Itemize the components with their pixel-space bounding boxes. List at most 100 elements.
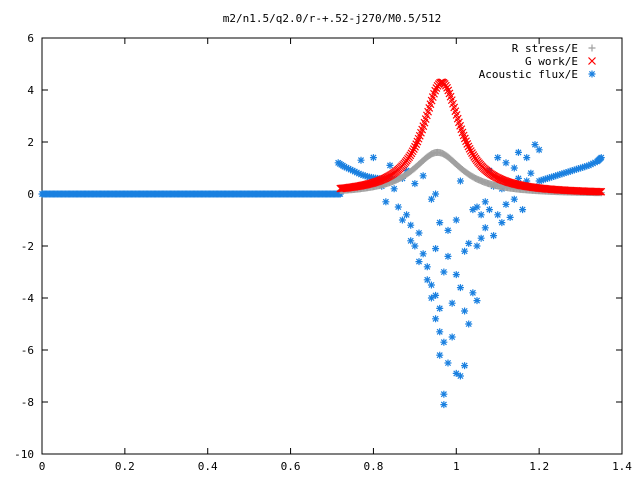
data-point bbox=[510, 164, 518, 172]
data-point bbox=[444, 226, 452, 234]
data-point bbox=[502, 159, 510, 167]
data-point bbox=[481, 198, 489, 206]
data-point bbox=[432, 315, 440, 323]
data-point bbox=[469, 289, 477, 297]
data-point bbox=[502, 200, 510, 208]
y-tick-label: 4 bbox=[27, 84, 34, 97]
data-point bbox=[585, 161, 593, 169]
data-point bbox=[343, 164, 350, 172]
y-tick-label: -8 bbox=[21, 396, 34, 409]
data-point bbox=[443, 83, 451, 92]
data-point bbox=[398, 216, 406, 224]
x-axis-ticks: 0 0.2 0.4 0.6 0.8 1 1.2 1.4 bbox=[39, 38, 632, 473]
data-point bbox=[523, 154, 531, 162]
data-point bbox=[436, 351, 444, 359]
plot-border bbox=[41, 37, 623, 455]
data-point bbox=[566, 167, 574, 175]
x-tick-label: 0.8 bbox=[363, 460, 383, 473]
data-point bbox=[440, 390, 448, 398]
data-point bbox=[432, 190, 440, 198]
data-point bbox=[591, 158, 599, 166]
data-point bbox=[510, 195, 518, 203]
data-point bbox=[351, 168, 359, 176]
data-point bbox=[411, 180, 419, 188]
data-point bbox=[481, 224, 489, 232]
data-point bbox=[587, 160, 595, 168]
legend-marker bbox=[588, 57, 596, 65]
data-point bbox=[494, 154, 502, 162]
data-point bbox=[527, 169, 535, 177]
data-point bbox=[469, 206, 477, 214]
data-point bbox=[461, 307, 469, 315]
data-point bbox=[577, 164, 585, 172]
data-point bbox=[403, 211, 411, 219]
data-point bbox=[386, 161, 394, 169]
data-point bbox=[407, 221, 415, 229]
data-point bbox=[583, 162, 591, 170]
data-point bbox=[436, 328, 444, 336]
data-point bbox=[353, 169, 361, 177]
data-point bbox=[596, 187, 605, 196]
data-point bbox=[548, 173, 556, 181]
data-point bbox=[432, 84, 441, 93]
data-point bbox=[347, 166, 355, 174]
legend-label: G work/E bbox=[525, 55, 578, 68]
y-tick-label: -2 bbox=[21, 240, 34, 253]
data-point bbox=[464, 142, 473, 151]
data-point bbox=[456, 177, 464, 185]
data-point bbox=[345, 165, 353, 173]
x-tick-label: 0.2 bbox=[115, 460, 135, 473]
data-point bbox=[361, 172, 369, 180]
data-point bbox=[390, 185, 398, 193]
data-point bbox=[593, 187, 602, 196]
data-point bbox=[541, 175, 549, 183]
data-point bbox=[465, 239, 473, 247]
data-point bbox=[514, 174, 522, 182]
data-point bbox=[477, 234, 485, 242]
data-point bbox=[448, 333, 456, 341]
chart-title: m2/n1.5/q2.0/r-+.52-j270/M0.5/512 bbox=[223, 12, 442, 25]
data-point bbox=[597, 154, 605, 162]
data-point bbox=[456, 284, 464, 292]
data-point bbox=[441, 81, 450, 90]
data-point bbox=[552, 172, 560, 180]
data-point bbox=[452, 216, 460, 224]
data-point bbox=[498, 219, 506, 227]
data-point bbox=[550, 172, 558, 180]
data-point bbox=[506, 213, 514, 221]
data-point bbox=[572, 165, 580, 173]
data-point bbox=[444, 252, 452, 260]
data-point bbox=[594, 187, 603, 196]
plot-area bbox=[38, 78, 606, 409]
data-point bbox=[589, 159, 597, 167]
y-tick-label: -4 bbox=[21, 292, 35, 305]
data-point bbox=[411, 242, 419, 250]
data-point bbox=[477, 211, 485, 219]
x-tick-label: 1.4 bbox=[612, 460, 632, 473]
data-point bbox=[579, 163, 587, 171]
data-point bbox=[415, 229, 423, 237]
data-point bbox=[403, 167, 411, 175]
data-point bbox=[440, 268, 448, 276]
data-point bbox=[436, 304, 444, 312]
data-point bbox=[394, 203, 402, 211]
data-point bbox=[494, 211, 502, 219]
series-1 bbox=[336, 78, 606, 196]
data-point bbox=[490, 232, 498, 240]
data-point bbox=[466, 147, 475, 155]
y-tick-label: -10 bbox=[14, 448, 34, 461]
data-point bbox=[570, 166, 578, 174]
data-point bbox=[419, 250, 427, 258]
data-point bbox=[485, 167, 493, 175]
data-point bbox=[575, 165, 582, 173]
data-point bbox=[357, 156, 365, 164]
data-point bbox=[473, 242, 481, 250]
data-point bbox=[427, 195, 435, 203]
data-point bbox=[543, 174, 551, 182]
y-tick-label: 6 bbox=[27, 32, 34, 45]
data-point bbox=[423, 276, 431, 284]
y-tick-label: 0 bbox=[27, 188, 34, 201]
data-point bbox=[340, 163, 348, 171]
